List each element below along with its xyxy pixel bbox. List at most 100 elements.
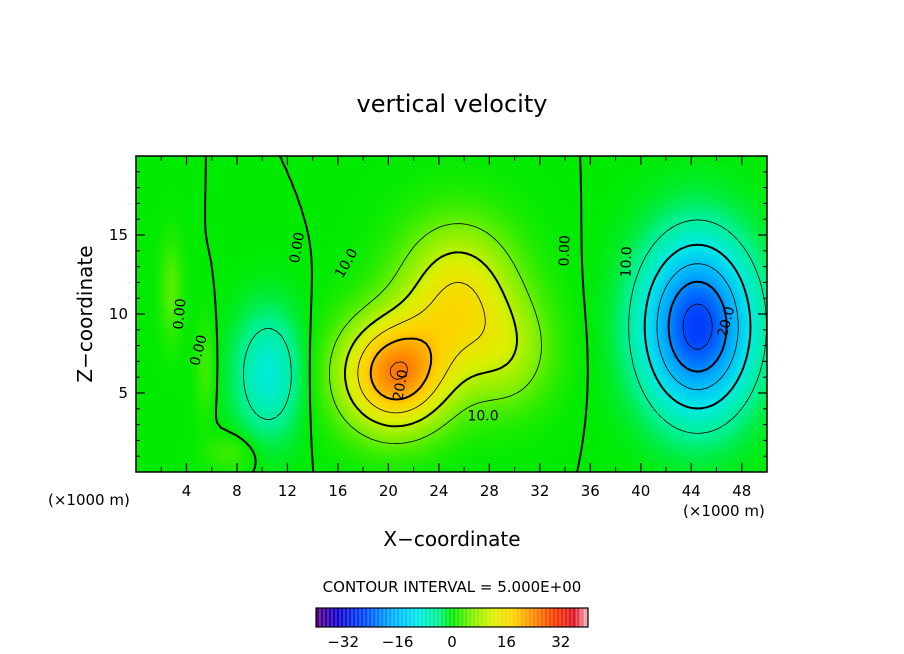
contour-line — [357, 282, 486, 414]
x-tick-label: 28 — [480, 482, 499, 500]
colorbar-swatch — [512, 608, 517, 627]
colorbar-swatch — [364, 608, 369, 627]
contour-label: 0.00 — [187, 333, 211, 367]
x-tick-label: 16 — [328, 482, 347, 500]
contour-line — [343, 251, 518, 428]
colorbar-swatch — [560, 608, 565, 627]
colorbar-swatch — [456, 608, 461, 627]
contour-label: 0.00 — [171, 298, 190, 330]
colorbar-swatch — [316, 608, 321, 627]
colorbar-swatch — [396, 608, 401, 627]
colorbar-swatch — [424, 608, 429, 627]
colorbar-swatch — [504, 608, 509, 627]
x-tick-label: 44 — [682, 482, 701, 500]
y-tick-label: 10 — [109, 305, 128, 323]
colorbar-swatch — [556, 608, 561, 627]
colorbar-swatch — [488, 608, 493, 627]
colorbar-swatch — [568, 608, 573, 627]
colorbar-swatch — [576, 608, 581, 627]
contour-label: 10.0 — [618, 246, 635, 278]
contour-line — [329, 223, 542, 445]
colorbar-swatch — [356, 608, 361, 627]
x-tick-label: 20 — [379, 482, 398, 500]
colorbar-swatch — [468, 608, 473, 627]
x-tick-label: 36 — [581, 482, 600, 500]
colorbar-swatch — [388, 608, 393, 627]
colorbar-tick-label: −32 — [327, 633, 359, 651]
colorbar-swatch — [320, 608, 325, 627]
colorbar-swatch — [524, 608, 529, 627]
x-tick-label: 40 — [631, 482, 650, 500]
velocity-field — [136, 156, 767, 472]
colorbar-swatch — [408, 608, 413, 627]
colorbar-swatch — [404, 608, 409, 627]
colorbar-swatch — [484, 608, 489, 627]
x-unit-right: (×1000 m) — [683, 502, 765, 520]
colorbar-swatch — [384, 608, 389, 627]
colorbar-swatch — [392, 608, 397, 627]
colorbar-swatch — [564, 608, 569, 627]
contour-line — [656, 263, 739, 390]
y-tick-label: 5 — [118, 384, 128, 402]
colorbar-swatch — [412, 608, 417, 627]
colorbar-swatch — [472, 608, 477, 627]
x-tick-label: 32 — [530, 482, 549, 500]
colorbar-tick-label: 0 — [447, 633, 457, 651]
colorbar-swatch — [324, 608, 329, 627]
colorbar-swatch — [448, 608, 453, 627]
contour-label: 10.0 — [467, 409, 498, 425]
y-axis-label: Z−coordinate — [73, 245, 97, 382]
contour-label: 20.0 — [715, 305, 739, 339]
colorbar-swatch — [552, 608, 557, 627]
colorbar-swatch — [432, 608, 437, 627]
colorbar-tick-label: −16 — [382, 633, 414, 651]
colorbar-swatch — [428, 608, 433, 627]
colorbar: −32 −16 0 16 32 — [315, 607, 589, 651]
contour-label: 0.00 — [287, 231, 308, 264]
x-axis: 4 8 12 16 20 24 28 32 36 40 44 48 — [160, 156, 751, 500]
chart-title: vertical velocity — [357, 90, 548, 118]
colorbar-swatch — [544, 608, 549, 627]
colorbar-swatch — [400, 608, 405, 627]
contour-line — [369, 337, 433, 401]
colorbar-swatch — [500, 608, 505, 627]
colorbar-swatch — [452, 608, 457, 627]
colorbar-swatch — [420, 608, 425, 627]
x-tick-label: 12 — [278, 482, 297, 500]
colorbar-swatch — [368, 608, 373, 627]
colorbar-swatch — [496, 608, 501, 627]
colorbar-swatch — [520, 608, 525, 627]
contour-line — [204, 156, 589, 472]
colorbar-swatch — [376, 608, 381, 627]
contour-label: 0.00 — [557, 235, 574, 267]
colorbar-swatch — [492, 608, 497, 627]
colorbar-swatch — [528, 608, 533, 627]
colorbar-tick-label: 16 — [497, 633, 516, 651]
colorbar-swatch — [380, 608, 385, 627]
contour-line — [682, 303, 713, 350]
colorbar-swatch — [352, 608, 357, 627]
colorbar-swatch — [548, 608, 553, 627]
colorbar-swatch — [480, 608, 485, 627]
colorbar-swatch — [416, 608, 421, 627]
colorbar-swatch — [332, 608, 337, 627]
colorbar-swatch — [508, 608, 513, 627]
x-axis-label: X−coordinate — [383, 527, 520, 551]
colorbar-tick-label: 32 — [551, 633, 570, 651]
colorbar-swatch — [572, 608, 577, 627]
y-axis: 5 10 15 — [109, 171, 767, 457]
colorbar-swatch — [444, 608, 449, 627]
colorbar-swatch — [348, 608, 353, 627]
y-tick-label: 15 — [109, 226, 128, 244]
colorbar-swatch — [340, 608, 345, 627]
colorbar-swatch — [344, 608, 349, 627]
colorbar-swatch — [372, 608, 377, 627]
colorbar-swatch — [336, 608, 341, 627]
contour-line — [243, 219, 767, 434]
x-tick-label: 48 — [732, 482, 751, 500]
x-tick-label: 4 — [182, 482, 192, 500]
colorbar-frame — [315, 607, 589, 628]
colorbar-swatch — [328, 608, 333, 627]
